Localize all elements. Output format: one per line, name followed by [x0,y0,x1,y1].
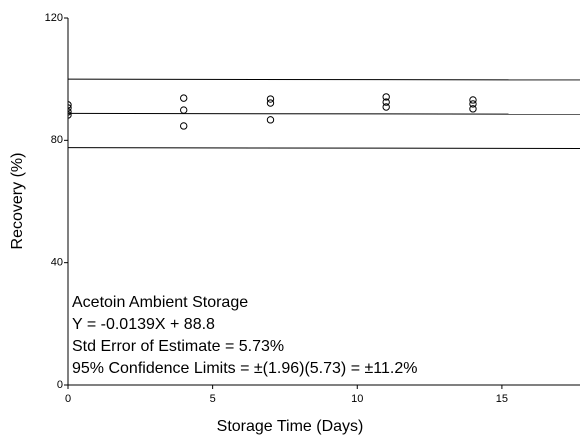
data-point [382,98,390,106]
data-point [68,108,72,116]
regression-line [68,78,580,81]
plot-area [68,78,580,149]
y-tick-label: 80 [51,134,63,146]
data-point [469,96,477,104]
y-axis-label: Recovery (%) [9,153,26,250]
x-tick-label: 15 [496,393,508,405]
data-point [180,122,188,130]
data-point [68,104,72,112]
data-point [469,105,477,113]
data-point [382,93,390,101]
annotation: 95% Confidence Limits = ±(1.96)(5.73) = … [72,360,417,377]
data-point [266,99,275,107]
annotation: Y = -0.0139X + 88.8 [72,316,215,333]
y-tick-label: 0 [57,379,63,391]
regression-line [68,147,580,149]
x-tick-label: 10 [351,393,363,405]
annotation: Std Error of Estimate = 5.73% [72,338,284,355]
data-point [68,111,72,119]
data-point [68,101,72,109]
y-tick-label: 120 [45,12,63,24]
data-point [266,95,275,103]
y-tick-label: 40 [51,257,63,269]
data-point [180,94,188,102]
annotation: Acetoin Ambient Storage [72,294,248,311]
x-tick-label: 5 [210,393,216,405]
regression-line [68,112,580,115]
x-axis-label: Storage Time (Days) [217,418,364,435]
data-point [469,100,477,108]
data-point [180,106,188,114]
data-point [382,103,390,111]
x-tick-label: 0 [65,393,71,405]
data-point [266,116,275,124]
